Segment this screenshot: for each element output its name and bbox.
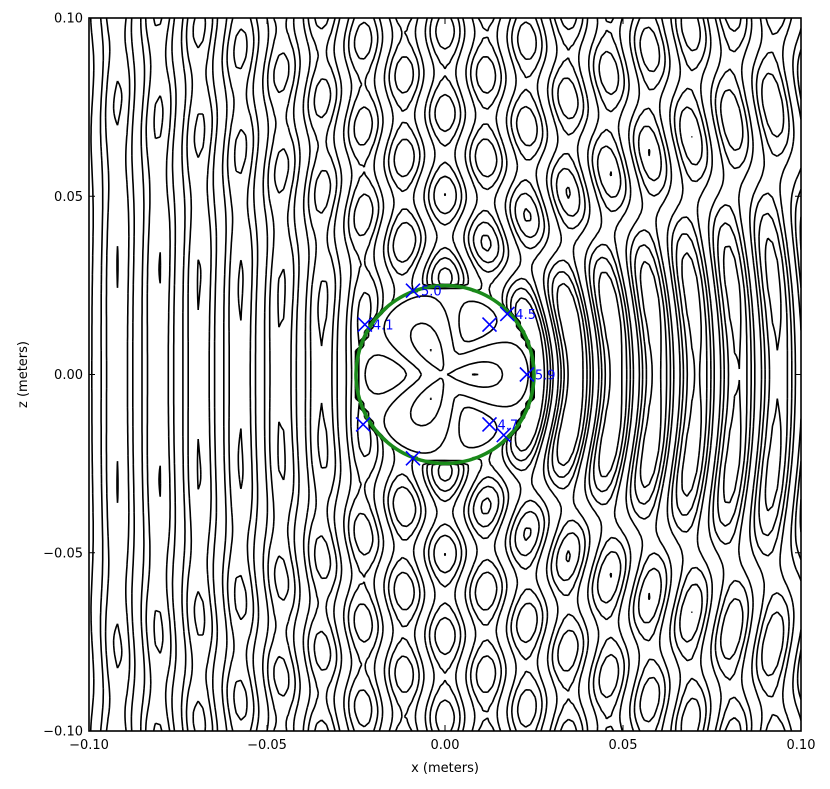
y-tick-label: −0.05	[43, 546, 83, 561]
y-tick-label: 0.00	[54, 368, 83, 383]
cross-marker	[499, 306, 515, 322]
cross-marker	[519, 366, 535, 383]
cross-marker	[481, 416, 498, 432]
cross-marker	[357, 317, 373, 333]
y-tick-label: −0.10	[43, 725, 83, 740]
y-tick-label: 0.05	[54, 190, 83, 205]
contour-negative	[480, 149, 742, 600]
contour-positive	[112, 18, 789, 731]
contour-positive	[99, 18, 797, 731]
contour-negative	[89, 18, 801, 731]
marker-label: 4.7	[498, 418, 519, 433]
marker-label: 5.9	[535, 369, 556, 384]
contour-field	[89, 18, 801, 731]
contour-negative	[152, 18, 801, 731]
marker-label: 5.0	[421, 285, 442, 300]
x-tick-label: 0.05	[609, 738, 638, 753]
y-axis: −0.10 −0.05 0.00 0.05 0.10	[43, 12, 801, 740]
x-tick-label: −0.10	[69, 738, 109, 753]
x-tick-label: 0.10	[787, 738, 816, 753]
x-tick-label: −0.05	[247, 738, 287, 753]
x-tick-label: 0.00	[431, 738, 460, 753]
marker-label: 4.5	[515, 308, 536, 323]
cross-marker	[405, 450, 421, 466]
contour-negative	[144, 18, 801, 731]
x-axis: −0.10 −0.05 0.00 0.05 0.10	[69, 18, 815, 753]
scatterer-circle	[354, 283, 536, 466]
cross-marker	[405, 283, 421, 299]
x-axis-label: x (meters)	[411, 761, 479, 776]
y-axis-label: z (meters)	[16, 341, 31, 408]
marker-layer: 5.0 4.1 4.5 5.9 4.7	[355, 283, 556, 466]
cross-marker	[481, 317, 498, 333]
cross-marker	[355, 416, 371, 432]
y-tick-label: 0.10	[54, 12, 83, 27]
cross-marker	[496, 427, 512, 443]
contour-positive	[437, 136, 782, 613]
contour-positive	[104, 18, 793, 731]
marker-label: 4.1	[373, 319, 394, 334]
scatterer-layer	[354, 283, 536, 466]
